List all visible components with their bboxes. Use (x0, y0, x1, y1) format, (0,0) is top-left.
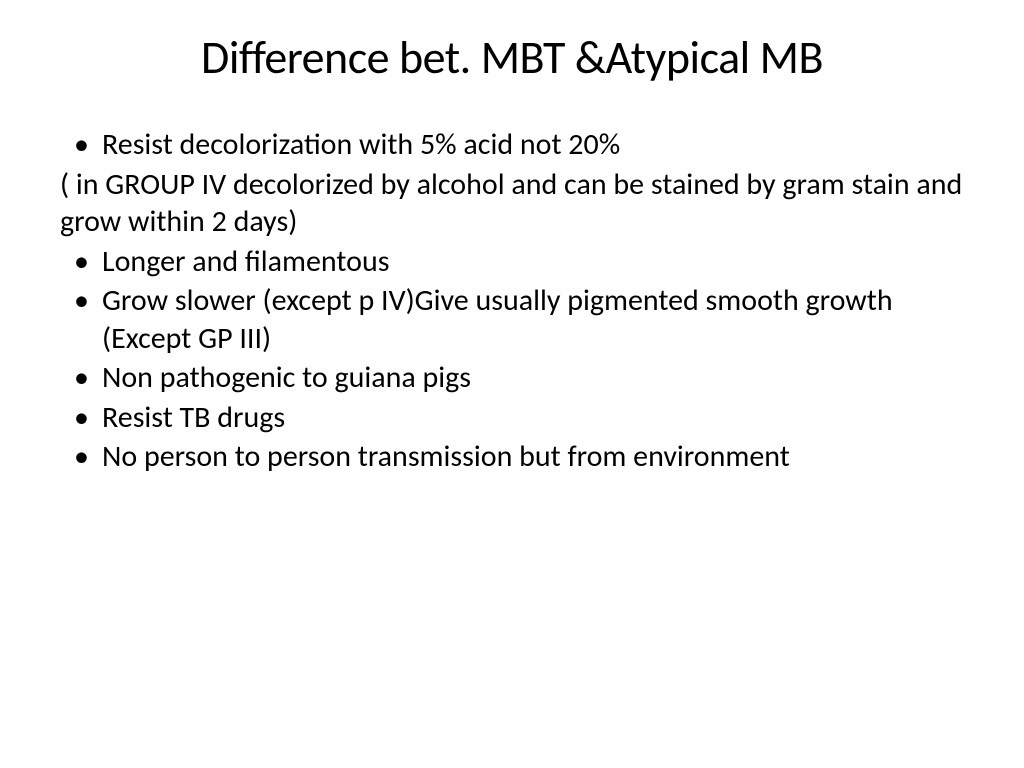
bullet-text: No person to person transmission but fro… (102, 438, 964, 476)
bullet-icon: • (60, 438, 102, 476)
bullet-text: Non pathogenic to guiana pigs (102, 359, 964, 397)
paragraph-text: ( in GROUP IV decolorized by alcohol and… (60, 166, 964, 241)
bullet-icon: • (60, 126, 102, 164)
slide-title: Difference bet. MBT &Atypical MB (60, 30, 964, 86)
list-item: • Grow slower (except p IV)Give usually … (60, 282, 964, 357)
list-item: • No person to person transmission but f… (60, 438, 964, 476)
slide-content: • Resist decolorization with 5% acid not… (60, 126, 964, 476)
bullet-icon: • (60, 282, 102, 357)
bullet-text: Resist TB drugs (102, 399, 964, 437)
bullet-text: Grow slower (except p IV)Give usually pi… (102, 282, 964, 357)
list-item: • Resist decolorization with 5% acid not… (60, 126, 964, 164)
bullet-icon: • (60, 359, 102, 397)
bullet-icon: • (60, 399, 102, 437)
list-item: • Resist TB drugs (60, 399, 964, 437)
bullet-icon: • (60, 243, 102, 281)
list-item: • Longer and filamentous (60, 243, 964, 281)
bullet-text: Resist decolorization with 5% acid not 2… (102, 126, 964, 164)
bullet-text: Longer and filamentous (102, 243, 964, 281)
list-item: • Non pathogenic to guiana pigs (60, 359, 964, 397)
